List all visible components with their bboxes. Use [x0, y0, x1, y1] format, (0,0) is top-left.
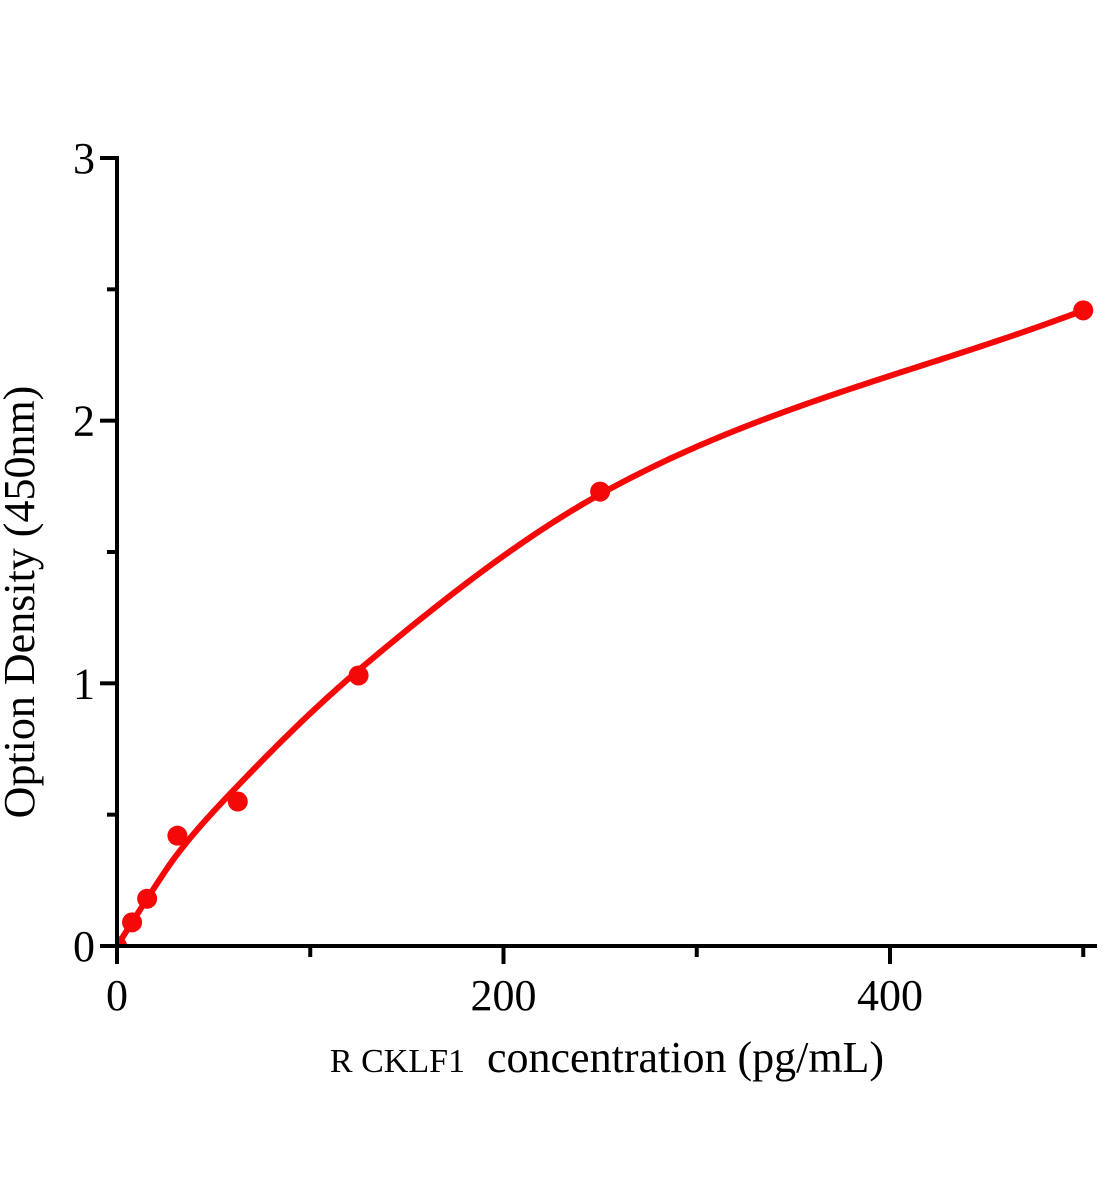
x-axis-title-prefix: R CKLF1 [330, 1043, 465, 1080]
x-tick-label: 200 [471, 971, 537, 1020]
data-point [1073, 300, 1094, 321]
data-layer [119, 300, 1094, 944]
x-tick-label: 400 [857, 971, 923, 1020]
x-axis-title: R CKLF1 concentration (pg/mL) [330, 1033, 884, 1082]
data-point [119, 936, 127, 944]
data-point [227, 791, 248, 812]
data-point [137, 888, 158, 909]
y-tick-label: 1 [73, 659, 95, 708]
x-axis-title-main: concentration (pg/mL) [487, 1033, 884, 1082]
y-axis-title: Option Density (450nm) [0, 386, 44, 819]
x-tick-label: 0 [106, 971, 128, 1020]
y-tick-label: 2 [73, 397, 95, 446]
data-point [122, 912, 143, 933]
fit-curve [119, 307, 1087, 944]
data-point [348, 665, 369, 686]
y-tick-label: 3 [73, 134, 95, 183]
data-point [167, 825, 188, 846]
y-tick-label: 0 [73, 922, 95, 971]
data-point [590, 481, 611, 502]
